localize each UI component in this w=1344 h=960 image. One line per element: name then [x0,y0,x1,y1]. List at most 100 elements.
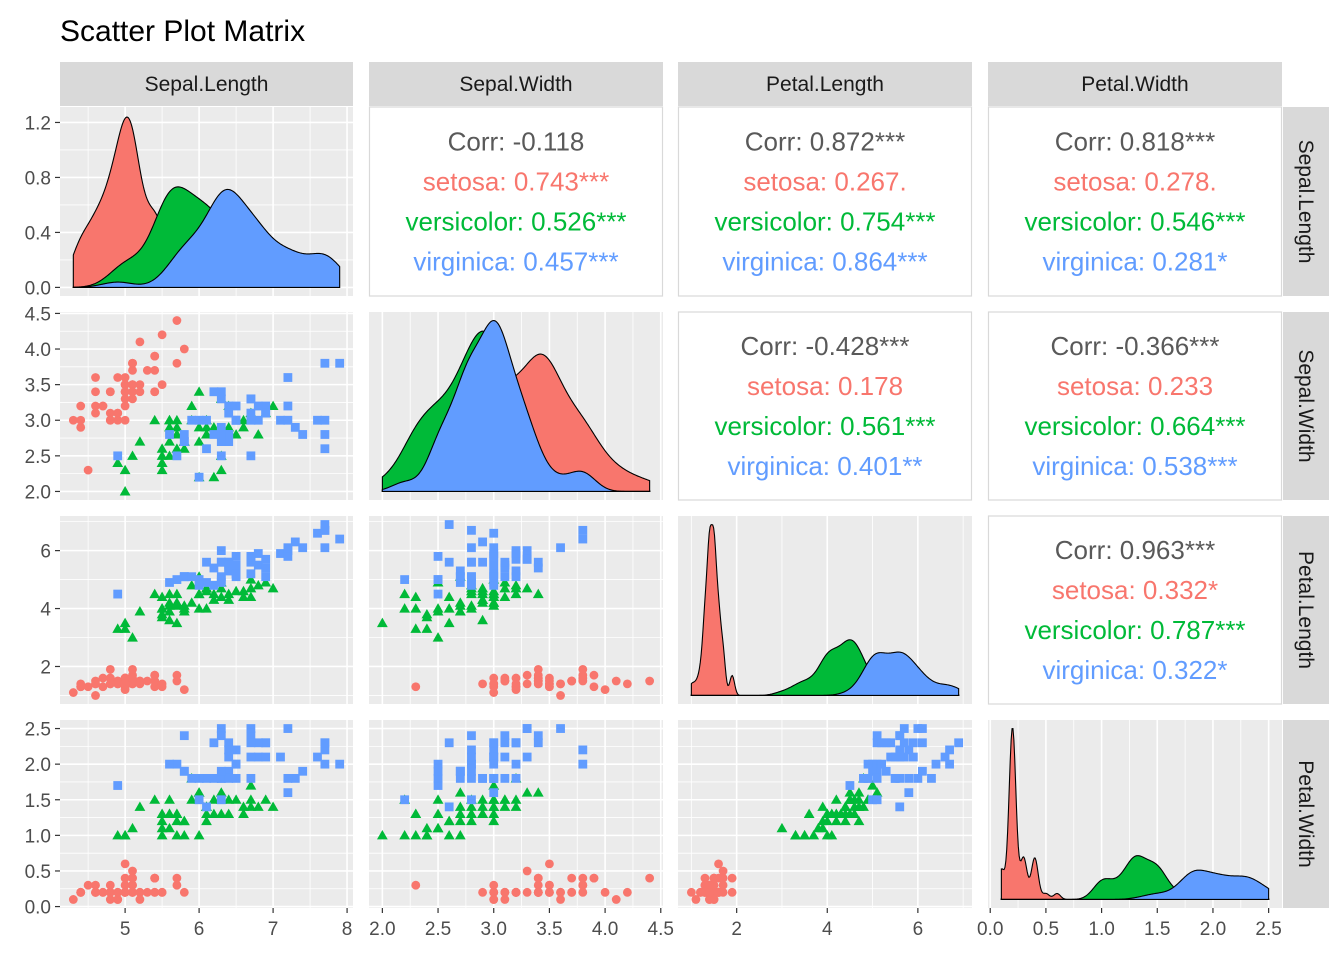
panel-petal-width-sepal-length [60,720,353,908]
data-point [499,582,511,593]
data-point [208,588,220,599]
data-point [467,745,476,755]
data-point [172,451,182,461]
data-point [157,380,167,390]
data-point [135,380,145,390]
data-point [913,724,923,733]
data-point [105,664,115,674]
data-point [432,603,444,613]
data-point [467,557,476,567]
data-point [231,401,241,411]
y-tick-label: 0.0 [25,278,51,299]
data-point [179,572,189,582]
data-point [858,801,869,811]
y-tick-label: 0.0 [25,898,51,919]
panel-petal-length-petal-width: Corr: 0.963*** setosa: 0.332* versicolor: … [987,515,1283,705]
data-point [545,673,554,683]
strip-background [678,62,972,106]
data-point [411,682,421,692]
data-point [578,745,588,755]
overall-correlation-label: Corr: 0.872*** [745,127,905,157]
data-point [216,575,226,584]
data-point [276,415,285,425]
strip-label: Petal.Width [1294,760,1317,867]
data-point [500,731,510,741]
data-point [156,457,168,468]
data-point [245,780,257,790]
data-point [164,614,175,625]
data-point [172,670,182,680]
virginica-density-area [1000,869,1270,901]
data-point [209,738,219,748]
data-point [466,815,477,826]
data-point [224,745,234,755]
versicolor-correlation-label: versicolor: 0.787*** [1024,615,1245,645]
data-point [556,895,565,904]
data-point [622,887,632,897]
data-point [149,414,161,425]
data-point [128,380,137,390]
data-point [454,787,466,797]
data-point [215,787,227,797]
panel-petal-width-petal-width [988,720,1282,908]
data-point [845,781,855,790]
strip-background [1283,312,1329,500]
data-point [489,528,499,538]
data-point [877,759,887,769]
x-tick-label: 6 [194,919,205,940]
panel-petal-length-sepal-length [60,516,353,704]
data-point [500,572,510,582]
data-point [895,802,905,812]
data-point [134,801,146,811]
data-point [410,591,422,602]
data-point [872,738,882,748]
data-point [245,801,257,811]
data-point [444,557,454,567]
data-point [246,569,256,579]
data-point [201,808,212,819]
data-point [76,415,86,425]
data-point [489,895,499,904]
data-point [113,895,123,904]
data-point [230,429,242,439]
data-point [556,691,565,700]
panel-sepal-length-sepal-width: Corr: -0.118 setosa: 0.743*** versicolor: … [368,106,664,297]
versicolor-correlation-label: versicolor: 0.754*** [714,207,935,237]
virginica-correlation-label: virginica: 0.538*** [1032,451,1237,481]
data-point [216,546,226,556]
strip-right-petal-length: Petal.Length [1283,516,1329,704]
data-point [489,543,499,553]
versicolor-correlation-label: versicolor: 0.546*** [1024,207,1245,237]
data-point [216,394,226,404]
data-point [872,731,882,741]
data-point [467,580,476,590]
data-point [433,759,443,769]
data-point [521,787,533,797]
data-point [533,676,543,686]
data-point [224,738,234,748]
correlation-panel [987,515,1283,705]
data-point [224,401,234,411]
data-point [511,554,521,564]
data-point [150,887,160,897]
data-point [510,794,522,804]
data-point [105,387,115,397]
x-tick-label: 4.0 [592,919,618,940]
virginica-correlation-label: virginica: 0.322* [1043,655,1228,685]
data-point [421,623,433,633]
panel-petal-width-petal-length [678,720,972,908]
data-point [466,808,477,819]
data-point [246,773,256,783]
data-point [917,738,927,748]
strip-label: Sepal.Width [1294,349,1317,462]
y-tick-label: 4 [40,600,51,621]
data-point [454,808,466,819]
data-point [410,829,422,840]
data-point [134,436,146,446]
data-point [578,887,588,897]
data-point [477,588,488,599]
data-point [128,365,137,375]
data-point [216,773,226,783]
data-point [252,429,264,439]
data-point [194,472,204,482]
